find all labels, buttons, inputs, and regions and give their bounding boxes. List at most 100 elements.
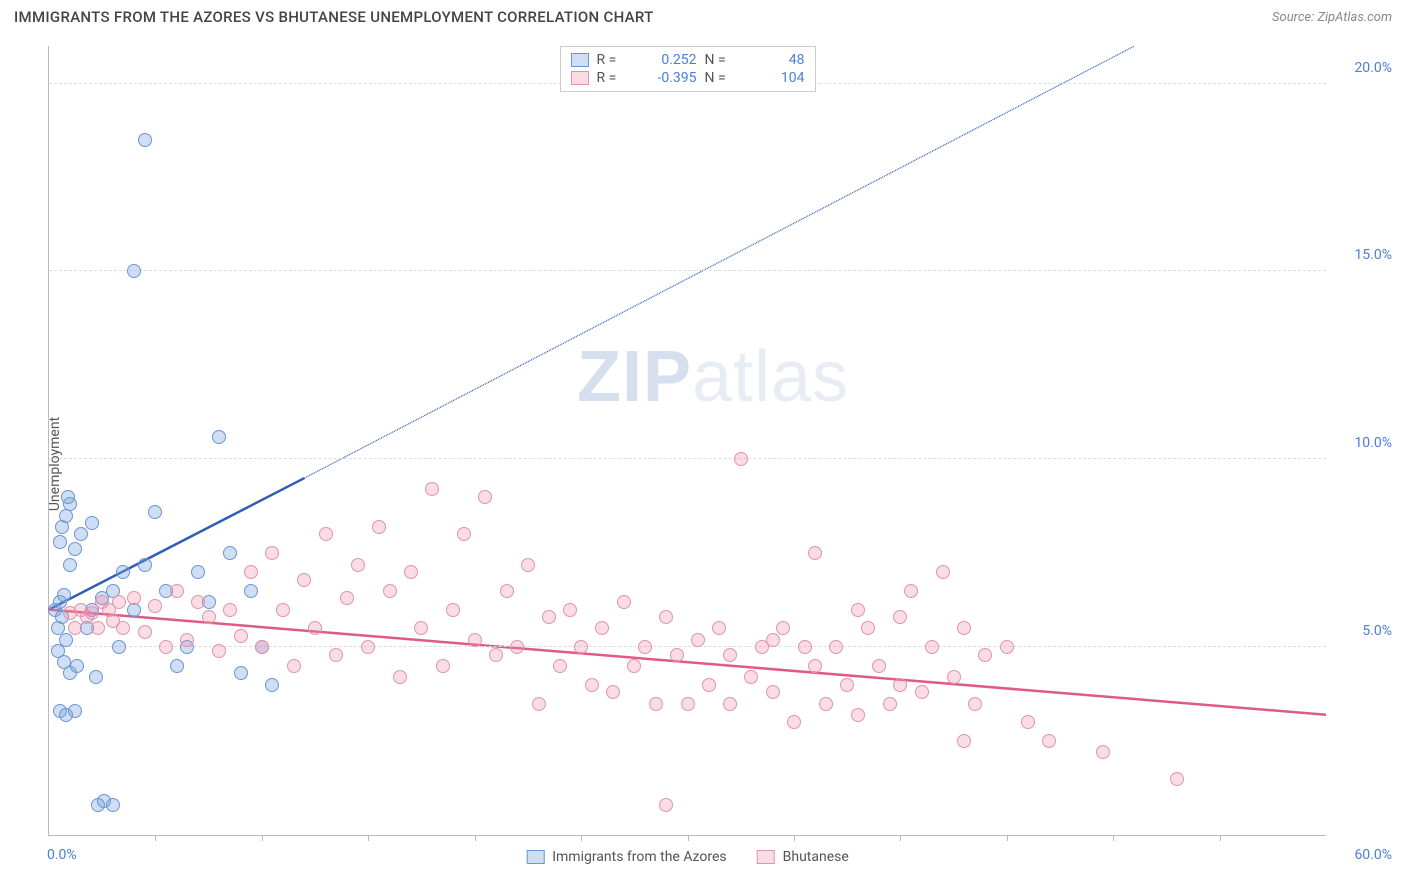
point-bhutanese [957,621,971,635]
point-bhutanese [702,678,716,692]
chart-title: IMMIGRANTS FROM THE AZORES VS BHUTANESE … [14,8,654,26]
point-bhutanese [148,599,162,613]
point-azores [106,798,120,812]
r-value-azores: 0.252 [643,52,697,68]
point-bhutanese [787,715,801,729]
point-bhutanese [532,697,546,711]
x-axis-max-label: 60.0% [1354,847,1392,863]
point-bhutanese [627,659,641,673]
point-bhutanese [159,640,173,654]
correlation-legend: R = 0.252 N = 48 R = -0.395 N = 104 [560,46,816,92]
point-bhutanese [776,621,790,635]
point-bhutanese [542,610,556,624]
watermark: ZIPatlas [577,336,849,418]
point-bhutanese [180,633,194,647]
point-azores [244,584,258,598]
r-label: R = [597,70,635,86]
point-azores [61,490,75,504]
point-bhutanese [691,633,705,647]
point-bhutanese [478,490,492,504]
point-bhutanese [383,584,397,598]
point-bhutanese [425,482,439,496]
legend-row-azores: R = 0.252 N = 48 [571,51,805,69]
point-azores [191,565,205,579]
point-bhutanese [361,640,375,654]
point-bhutanese [393,670,407,684]
point-bhutanese [723,648,737,662]
point-azores [127,264,141,278]
point-azores [138,558,152,572]
point-azores [138,133,152,147]
point-azores [212,430,226,444]
point-bhutanese [223,603,237,617]
point-bhutanese [957,734,971,748]
point-bhutanese [553,659,567,673]
gridline-h [49,646,1326,647]
point-bhutanese [936,565,950,579]
point-bhutanese [872,659,886,673]
point-bhutanese [329,648,343,662]
y-tick-label: 15.0% [1354,247,1392,263]
point-azores [53,535,67,549]
point-bhutanese [276,603,290,617]
gridline-h [49,458,1326,459]
x-tick [900,835,901,841]
x-tick [475,835,476,841]
point-azores [70,659,84,673]
x-tick [368,835,369,841]
point-bhutanese [112,595,126,609]
point-bhutanese [851,708,865,722]
trend-line [304,46,1134,478]
point-bhutanese [138,625,152,639]
n-label: N = [705,70,743,86]
point-bhutanese [574,640,588,654]
point-bhutanese [319,527,333,541]
point-bhutanese [563,603,577,617]
point-bhutanese [500,584,514,598]
swatch-bhutanese [571,71,589,85]
x-tick [262,835,263,841]
legend-row-bhutanese: R = -0.395 N = 104 [571,69,805,87]
point-bhutanese [351,558,365,572]
point-bhutanese [925,640,939,654]
point-bhutanese [649,697,663,711]
y-tick-label: 10.0% [1354,435,1392,451]
x-tick [688,835,689,841]
trend-lines [49,46,1326,835]
point-bhutanese [893,610,907,624]
point-bhutanese [265,546,279,560]
point-bhutanese [127,591,141,605]
point-bhutanese [202,610,216,624]
point-azores [57,588,71,602]
point-bhutanese [723,697,737,711]
source-link[interactable]: ZipAtlas.com [1317,10,1392,25]
point-bhutanese [1170,772,1184,786]
point-bhutanese [234,629,248,643]
point-bhutanese [68,621,82,635]
x-axis-min-label: 0.0% [47,847,77,863]
point-azores [223,546,237,560]
point-bhutanese [978,648,992,662]
point-bhutanese [1021,715,1035,729]
legend-item-bhutanese: Bhutanese [757,849,849,865]
point-bhutanese [255,640,269,654]
x-tick [1220,835,1221,841]
plot-area: ZIPatlas R = 0.252 N = 48 R = -0.395 N =… [48,46,1326,836]
point-bhutanese [829,640,843,654]
point-bhutanese [712,621,726,635]
point-azores [265,678,279,692]
n-value-bhutanese: 104 [751,70,805,86]
point-bhutanese [489,648,503,662]
point-bhutanese [893,678,907,692]
point-azores [170,659,184,673]
series-label-bhutanese: Bhutanese [783,849,849,865]
point-azores [74,527,88,541]
point-azores [234,666,248,680]
point-bhutanese [212,644,226,658]
point-bhutanese [404,565,418,579]
point-bhutanese [1096,745,1110,759]
point-bhutanese [170,584,184,598]
point-bhutanese [457,527,471,541]
point-bhutanese [595,621,609,635]
n-label: N = [705,52,743,68]
